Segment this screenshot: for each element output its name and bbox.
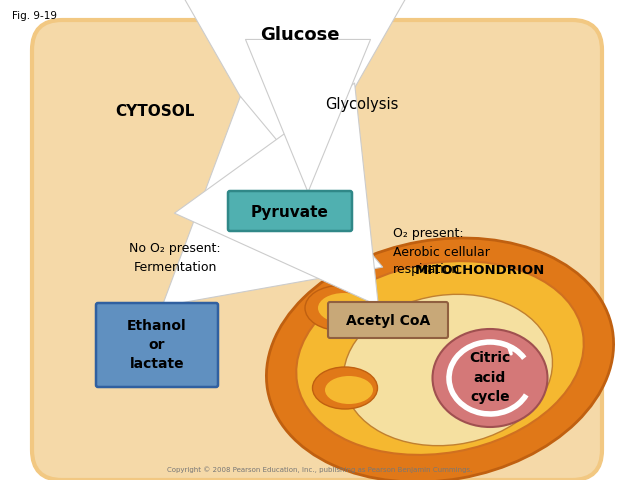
Ellipse shape [305,286,375,331]
Text: Copyright © 2008 Pearson Education, Inc., publishing as Pearson Benjamin Cumming: Copyright © 2008 Pearson Education, Inc.… [167,467,473,473]
FancyBboxPatch shape [228,191,352,231]
Ellipse shape [312,367,378,409]
Text: Fig. 9-19: Fig. 9-19 [12,11,57,21]
Text: Citric
acid
cycle: Citric acid cycle [469,351,511,405]
Text: No O₂ present:
Fermentation: No O₂ present: Fermentation [129,242,221,274]
Text: CYTOSOL: CYTOSOL [115,105,195,120]
Ellipse shape [325,376,373,404]
Ellipse shape [266,238,614,480]
Text: Glycolysis: Glycolysis [325,97,398,112]
FancyBboxPatch shape [96,303,218,387]
Ellipse shape [318,293,370,323]
Text: O₂ present:
Aerobic cellular
respiration: O₂ present: Aerobic cellular respiration [393,228,490,276]
Text: Ethanol
or
lactate: Ethanol or lactate [127,319,187,372]
Text: Glucose: Glucose [260,26,340,44]
Ellipse shape [296,261,584,455]
Text: MITOCHONDRION: MITOCHONDRION [415,264,545,276]
Text: Acetyl CoA: Acetyl CoA [346,314,430,328]
FancyBboxPatch shape [328,302,448,338]
Ellipse shape [433,329,547,427]
Ellipse shape [344,294,552,446]
Text: Pyruvate: Pyruvate [251,204,329,219]
FancyBboxPatch shape [32,20,602,480]
